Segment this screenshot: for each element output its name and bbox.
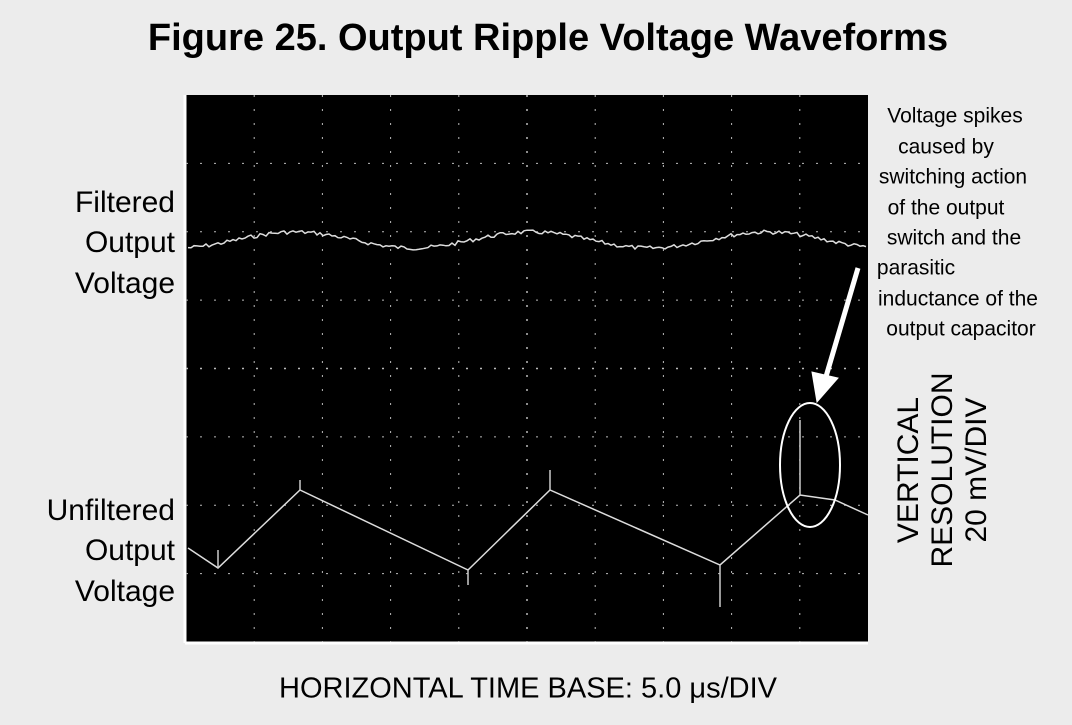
vertical-resolution: RESOLUTION [926,372,959,567]
annotation-line: caused by [898,136,994,159]
highlight-ellipse [779,402,841,528]
arrow-shaft [822,267,861,381]
annotation-line: switch and the [887,227,1021,250]
filtered-label: Voltage [75,267,175,300]
filtered-label: Filtered [75,186,175,219]
horizontal-time-base: HORIZONTAL TIME BASE: 5.0 μs/DIV [279,673,778,705]
unfiltered-label: Output [85,534,176,567]
vertical-resolution: 20 mV/DIV [960,397,993,542]
annotation-line: of the output [888,197,1005,220]
screen [186,95,868,642]
unfiltered-label: Voltage [75,575,175,608]
annotation-line: inductance of the [878,288,1038,311]
filtered-label: Output [85,226,176,259]
figure-title: Figure 25. Output Ripple Voltage Wavefor… [148,17,948,59]
arrow-head [811,371,839,404]
annotation: Voltage spikes caused by switching actio… [877,105,1038,341]
annotation-line: switching action [879,166,1027,189]
annotation-line: Voltage spikes [887,105,1022,128]
vertical-resolution: VERTICAL [892,397,925,543]
annotation-line: parasitic [877,257,955,280]
filtered-waveform [187,229,867,251]
unfiltered-label: Unfiltered [47,494,175,527]
scope-screen [183,95,868,645]
annotation-line: output capacitor [886,318,1035,341]
